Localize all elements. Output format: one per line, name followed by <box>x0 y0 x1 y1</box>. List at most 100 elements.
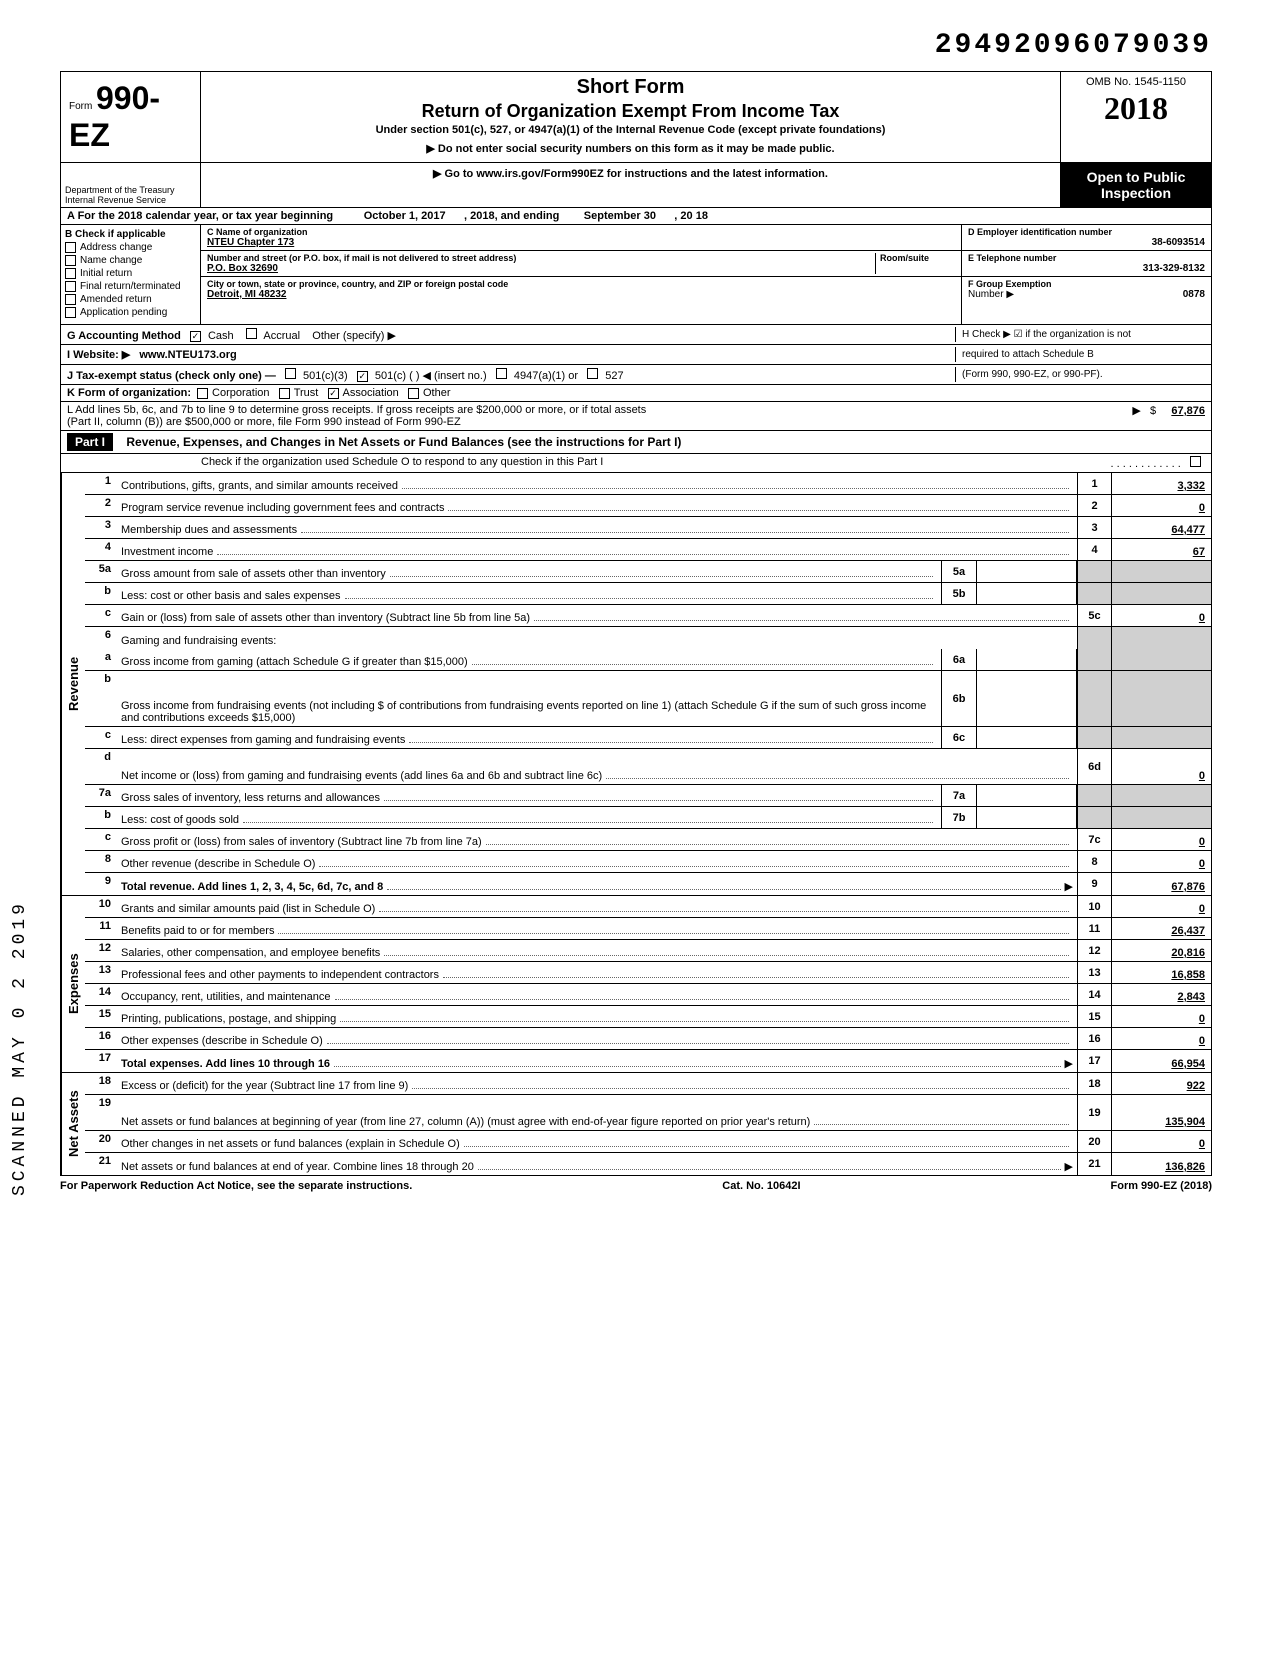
revenue-section: Revenue 1 Contributions, gifts, grants, … <box>60 473 1212 896</box>
line-13-value: 16,858 <box>1111 962 1211 983</box>
line-num-7c: c <box>85 829 117 850</box>
checkbox-527[interactable] <box>587 368 598 379</box>
line-num-1: 1 <box>85 473 117 494</box>
omb-number: OMB No. 1545-1150 <box>1065 76 1207 88</box>
form-prefix: Form <box>69 101 92 112</box>
line-num-6d: d <box>85 749 117 784</box>
line-num-6: 6 <box>85 627 117 649</box>
checkbox-corporation[interactable] <box>197 388 208 399</box>
city-value: Detroit, MI 48232 <box>207 289 955 300</box>
line-num-3: 3 <box>85 517 117 538</box>
part-1-header-row: Part I Revenue, Expenses, and Changes in… <box>60 431 1212 454</box>
group-exemption-label: F Group Exemption <box>968 279 1205 289</box>
group-exemption-value: 0878 <box>1183 289 1205 300</box>
line-num-10: 10 <box>85 896 117 917</box>
col-c: C Name of organization NTEU Chapter 173 … <box>201 225 961 324</box>
row-k-label: K Form of organization: <box>67 387 191 399</box>
checkbox-4947[interactable] <box>496 368 507 379</box>
line-20-value: 0 <box>1111 1131 1211 1152</box>
document-id: 29492096079039 <box>60 30 1212 61</box>
line-num-18: 18 <box>85 1073 117 1094</box>
line-14-value: 2,843 <box>1111 984 1211 1005</box>
tax-year: 2018 <box>1065 90 1207 127</box>
line-17-value: 66,954 <box>1111 1050 1211 1072</box>
room-suite: Room/suite <box>875 253 955 274</box>
line-15-value: 0 <box>1111 1006 1211 1027</box>
form-number: 990-EZ <box>69 80 160 153</box>
title-box: Short Form Return of Organization Exempt… <box>201 72 1061 162</box>
checkbox-address-change[interactable] <box>65 242 76 253</box>
line-num-20: 20 <box>85 1131 117 1152</box>
footer-right: Form 990-EZ (2018) <box>1111 1180 1212 1192</box>
city-label: City or town, state or province, country… <box>207 279 955 289</box>
revenue-side-label: Revenue <box>61 473 85 895</box>
dept-row: Department of the Treasury Internal Reve… <box>60 163 1212 208</box>
note-2: ▶ Go to www.irs.gov/Form990EZ for instru… <box>201 163 1061 207</box>
netassets-section: Net Assets 18 Excess or (deficit) for th… <box>60 1073 1212 1176</box>
checkbox-application-pending[interactable] <box>65 307 76 318</box>
line-7c-value: 0 <box>1111 829 1211 850</box>
netassets-side-label: Net Assets <box>61 1073 85 1175</box>
col-b-checkboxes: B Check if applicable Address change Nam… <box>61 225 201 324</box>
col-h-3: (Form 990, 990-EZ, or 990-PF). <box>955 367 1205 382</box>
sub-rows: G Accounting Method ✓ Cash Accrual Other… <box>60 325 1212 402</box>
line-num-8: 8 <box>85 851 117 872</box>
checkbox-501c[interactable]: ✓ <box>357 371 368 382</box>
line-num-19: 19 <box>85 1095 117 1130</box>
line-num-2: 2 <box>85 495 117 516</box>
org-name: NTEU Chapter 173 <box>207 237 955 248</box>
row-l-amount: 67,876 <box>1171 405 1205 417</box>
checkbox-trust[interactable] <box>279 388 290 399</box>
line-num-14: 14 <box>85 984 117 1005</box>
col-def: D Employer identification number 38-6093… <box>961 225 1211 324</box>
line-21-value: 136,826 <box>1111 1153 1211 1175</box>
checkbox-other[interactable] <box>408 388 419 399</box>
checkbox-schedule-o[interactable] <box>1190 456 1201 467</box>
checkbox-final-return[interactable] <box>65 281 76 292</box>
line-11-value: 26,437 <box>1111 918 1211 939</box>
line-num-16: 16 <box>85 1028 117 1049</box>
main-grid: B Check if applicable Address change Nam… <box>60 225 1212 325</box>
row-l-text: L Add lines 5b, 6c, and 7b to line 9 to … <box>67 404 646 428</box>
checkbox-accrual[interactable] <box>246 328 257 339</box>
line-num-21: 21 <box>85 1153 117 1175</box>
line-19-value: 135,904 <box>1111 1095 1211 1130</box>
dept-box: Department of the Treasury Internal Reve… <box>61 163 201 207</box>
line-num-4: 4 <box>85 539 117 560</box>
line-num-5a: 5a <box>85 561 117 582</box>
checkbox-501c3[interactable] <box>285 368 296 379</box>
line-9-value: 67,876 <box>1111 873 1211 895</box>
row-g-label: G Accounting Method <box>67 330 181 342</box>
scanned-stamp: SCANNED MAY 0 2 2019 <box>10 900 30 1196</box>
subtitle: Under section 501(c), 527, or 4947(a)(1)… <box>209 124 1052 136</box>
line-num-7b: b <box>85 807 117 828</box>
row-i-label: I Website: ▶ <box>67 349 130 361</box>
line-18-value: 922 <box>1111 1073 1211 1094</box>
phone-label: E Telephone number <box>968 253 1205 263</box>
website-value: www.NTEU173.org <box>139 349 236 361</box>
ein-value: 38-6093514 <box>968 237 1205 248</box>
checkbox-name-change[interactable] <box>65 255 76 266</box>
part-1-badge: Part I <box>67 433 113 451</box>
checkbox-initial-return[interactable] <box>65 268 76 279</box>
line-num-12: 12 <box>85 940 117 961</box>
line-num-7a: 7a <box>85 785 117 806</box>
note-1: ▶ Do not enter social security numbers o… <box>209 142 1052 155</box>
line-num-13: 13 <box>85 962 117 983</box>
header-row: Form 990-EZ Short Form Return of Organiz… <box>60 71 1212 163</box>
checkbox-association[interactable]: ✓ <box>328 388 339 399</box>
col-h-2: required to attach Schedule B <box>955 347 1205 362</box>
checkbox-cash[interactable]: ✓ <box>190 331 201 342</box>
line-num-15: 15 <box>85 1006 117 1027</box>
omb-box: OMB No. 1545-1150 2018 <box>1061 72 1211 162</box>
line-2-value: 0 <box>1111 495 1211 516</box>
line-num-5c: c <box>85 605 117 626</box>
ein-label: D Employer identification number <box>968 227 1205 237</box>
checkbox-amended-return[interactable] <box>65 294 76 305</box>
line-4-value: 67 <box>1111 539 1211 560</box>
line-16-value: 0 <box>1111 1028 1211 1049</box>
col-h: H Check ▶ ☑ if the organization is not <box>955 327 1205 342</box>
phone-value: 313-329-8132 <box>968 263 1205 274</box>
footer-row: For Paperwork Reduction Act Notice, see … <box>60 1176 1212 1196</box>
line-1-value: 3,332 <box>1111 473 1211 494</box>
